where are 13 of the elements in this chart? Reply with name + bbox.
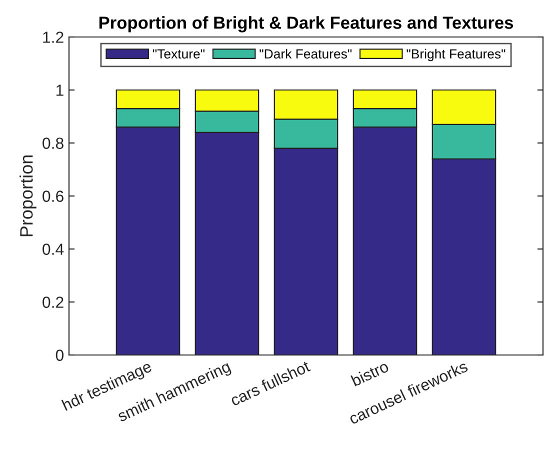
y-tick-label: 1.2 <box>43 32 64 43</box>
legend-label: "Bright Features" <box>406 48 506 62</box>
y-tick-label: 1 <box>56 84 64 96</box>
legend-label: "Texture" <box>152 49 204 59</box>
legend-label: "Dark Features" <box>260 48 352 59</box>
y-axis-title: Proportion <box>20 156 36 236</box>
chart-title: Proportion of Bright & Dark Features and Textures <box>99 16 514 32</box>
y-tick-label: 0.4 <box>42 244 64 255</box>
x-tick-label: bistro <box>350 360 390 387</box>
y-tick-label: 0.8 <box>42 138 64 149</box>
y-tick-label: 0.6 <box>42 190 64 202</box>
y-tick-label: 0.2 <box>42 296 64 308</box>
y-tick-label: 0 <box>56 350 64 361</box>
